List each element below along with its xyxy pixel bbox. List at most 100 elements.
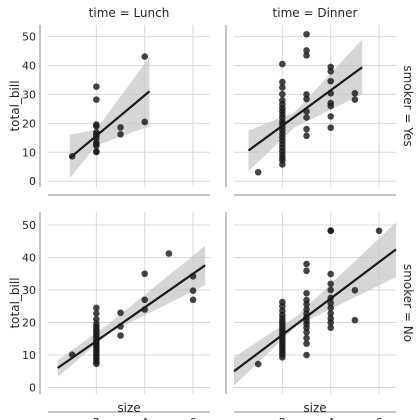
data-point	[327, 286, 335, 294]
y-axis-label: total_bill	[8, 80, 22, 131]
data-point	[327, 299, 335, 307]
data-point	[327, 324, 335, 332]
data-point	[303, 260, 310, 268]
data-point	[93, 360, 100, 368]
data-point	[279, 60, 286, 68]
data-point	[327, 304, 335, 312]
facet-title: time = Dinner	[273, 6, 358, 20]
data-point	[93, 96, 100, 103]
y-tick-label: 30	[22, 284, 36, 297]
data-point	[327, 270, 335, 278]
data-point	[303, 114, 310, 121]
data-point	[303, 328, 310, 336]
data-point	[279, 302, 286, 310]
data-point	[351, 89, 359, 97]
y-tick-label: 0	[29, 175, 36, 188]
regression-line	[57, 264, 206, 369]
data-point	[303, 95, 310, 103]
y-tick-label: 20	[22, 117, 36, 130]
regression-line	[233, 248, 397, 373]
data-point	[254, 360, 262, 368]
data-point	[279, 90, 286, 98]
y-tick-label: 50	[22, 31, 36, 44]
data-point	[117, 131, 124, 138]
data-point	[327, 227, 335, 235]
y-tick-label: 40	[22, 60, 36, 73]
data-point	[303, 132, 310, 140]
data-point	[141, 270, 149, 278]
facet-panel-3: 0 10 20 30 40 50 2 4 6 size total_bill	[8, 212, 210, 420]
x-axis-label: size	[303, 401, 326, 415]
data-point	[303, 30, 310, 38]
data-point	[303, 91, 310, 98]
data-point	[93, 304, 100, 312]
data-point	[303, 52, 310, 59]
facet-panel-2: time = Dinner smoker = Yes	[225, 6, 415, 196]
data-point	[375, 227, 383, 235]
data-point	[117, 309, 124, 317]
x-tick-label: 4	[141, 416, 148, 420]
data-point	[117, 124, 124, 131]
row-facet-label: smoker = Yes	[401, 65, 415, 146]
x-tick-label: 2	[93, 416, 100, 420]
confidence-band	[248, 39, 363, 172]
regression-line	[247, 66, 363, 152]
y-tick-label: 10	[22, 146, 36, 159]
y-axis-label: total_bill	[8, 277, 22, 328]
data-point	[303, 267, 310, 275]
data-point	[93, 148, 100, 156]
data-point	[327, 77, 335, 85]
data-point	[327, 113, 335, 120]
data-point	[351, 96, 359, 103]
y-tick-label: 30	[22, 88, 36, 101]
data-point	[327, 280, 335, 288]
data-point	[279, 161, 286, 168]
data-point	[189, 287, 197, 294]
data-point	[141, 118, 149, 126]
confidence-band	[234, 222, 396, 386]
x-tick-label: 2	[279, 416, 286, 420]
y-tick-label: 0	[29, 382, 36, 395]
data-point	[351, 287, 359, 294]
facet-panel-4: 2 4 6 size smoker = No	[225, 212, 415, 420]
data-point	[93, 142, 100, 150]
x-tick-label: 6	[376, 416, 383, 420]
confidence-band	[57, 245, 206, 378]
data-point	[303, 351, 310, 359]
confidence-band	[69, 56, 150, 179]
data-point	[303, 334, 310, 342]
data-point	[303, 340, 310, 347]
data-point	[93, 310, 100, 317]
data-point	[303, 125, 310, 133]
data-point	[327, 124, 335, 131]
data-point	[189, 296, 197, 304]
data-point	[279, 78, 286, 86]
x-tick-label: 6	[190, 416, 197, 420]
data-point	[117, 332, 124, 339]
data-point	[327, 319, 335, 326]
data-point	[303, 47, 310, 54]
x-axis-label: size	[117, 401, 140, 415]
data-point	[279, 84, 286, 91]
y-tick-label: 50	[22, 219, 36, 232]
data-point	[327, 102, 335, 110]
data-point	[254, 168, 262, 176]
regression-line	[69, 90, 151, 159]
data-point	[327, 67, 335, 75]
data-point	[93, 83, 100, 90]
data-point	[327, 310, 335, 317]
data-point	[93, 315, 100, 323]
x-tick-label: 4	[327, 416, 334, 420]
y-tick-label: 10	[22, 349, 36, 362]
y-tick-label: 40	[22, 252, 36, 265]
y-tick-label: 20	[22, 317, 36, 330]
data-point	[93, 122, 100, 130]
data-point	[303, 289, 310, 297]
data-point	[279, 353, 286, 361]
row-facet-label: smoker = No	[401, 264, 415, 342]
facet-panel-1: 0 10 20 30 40 50 time = Lunch total_bill	[8, 6, 210, 196]
data-point	[351, 316, 359, 324]
data-point	[165, 250, 173, 257]
data-point	[141, 296, 149, 304]
